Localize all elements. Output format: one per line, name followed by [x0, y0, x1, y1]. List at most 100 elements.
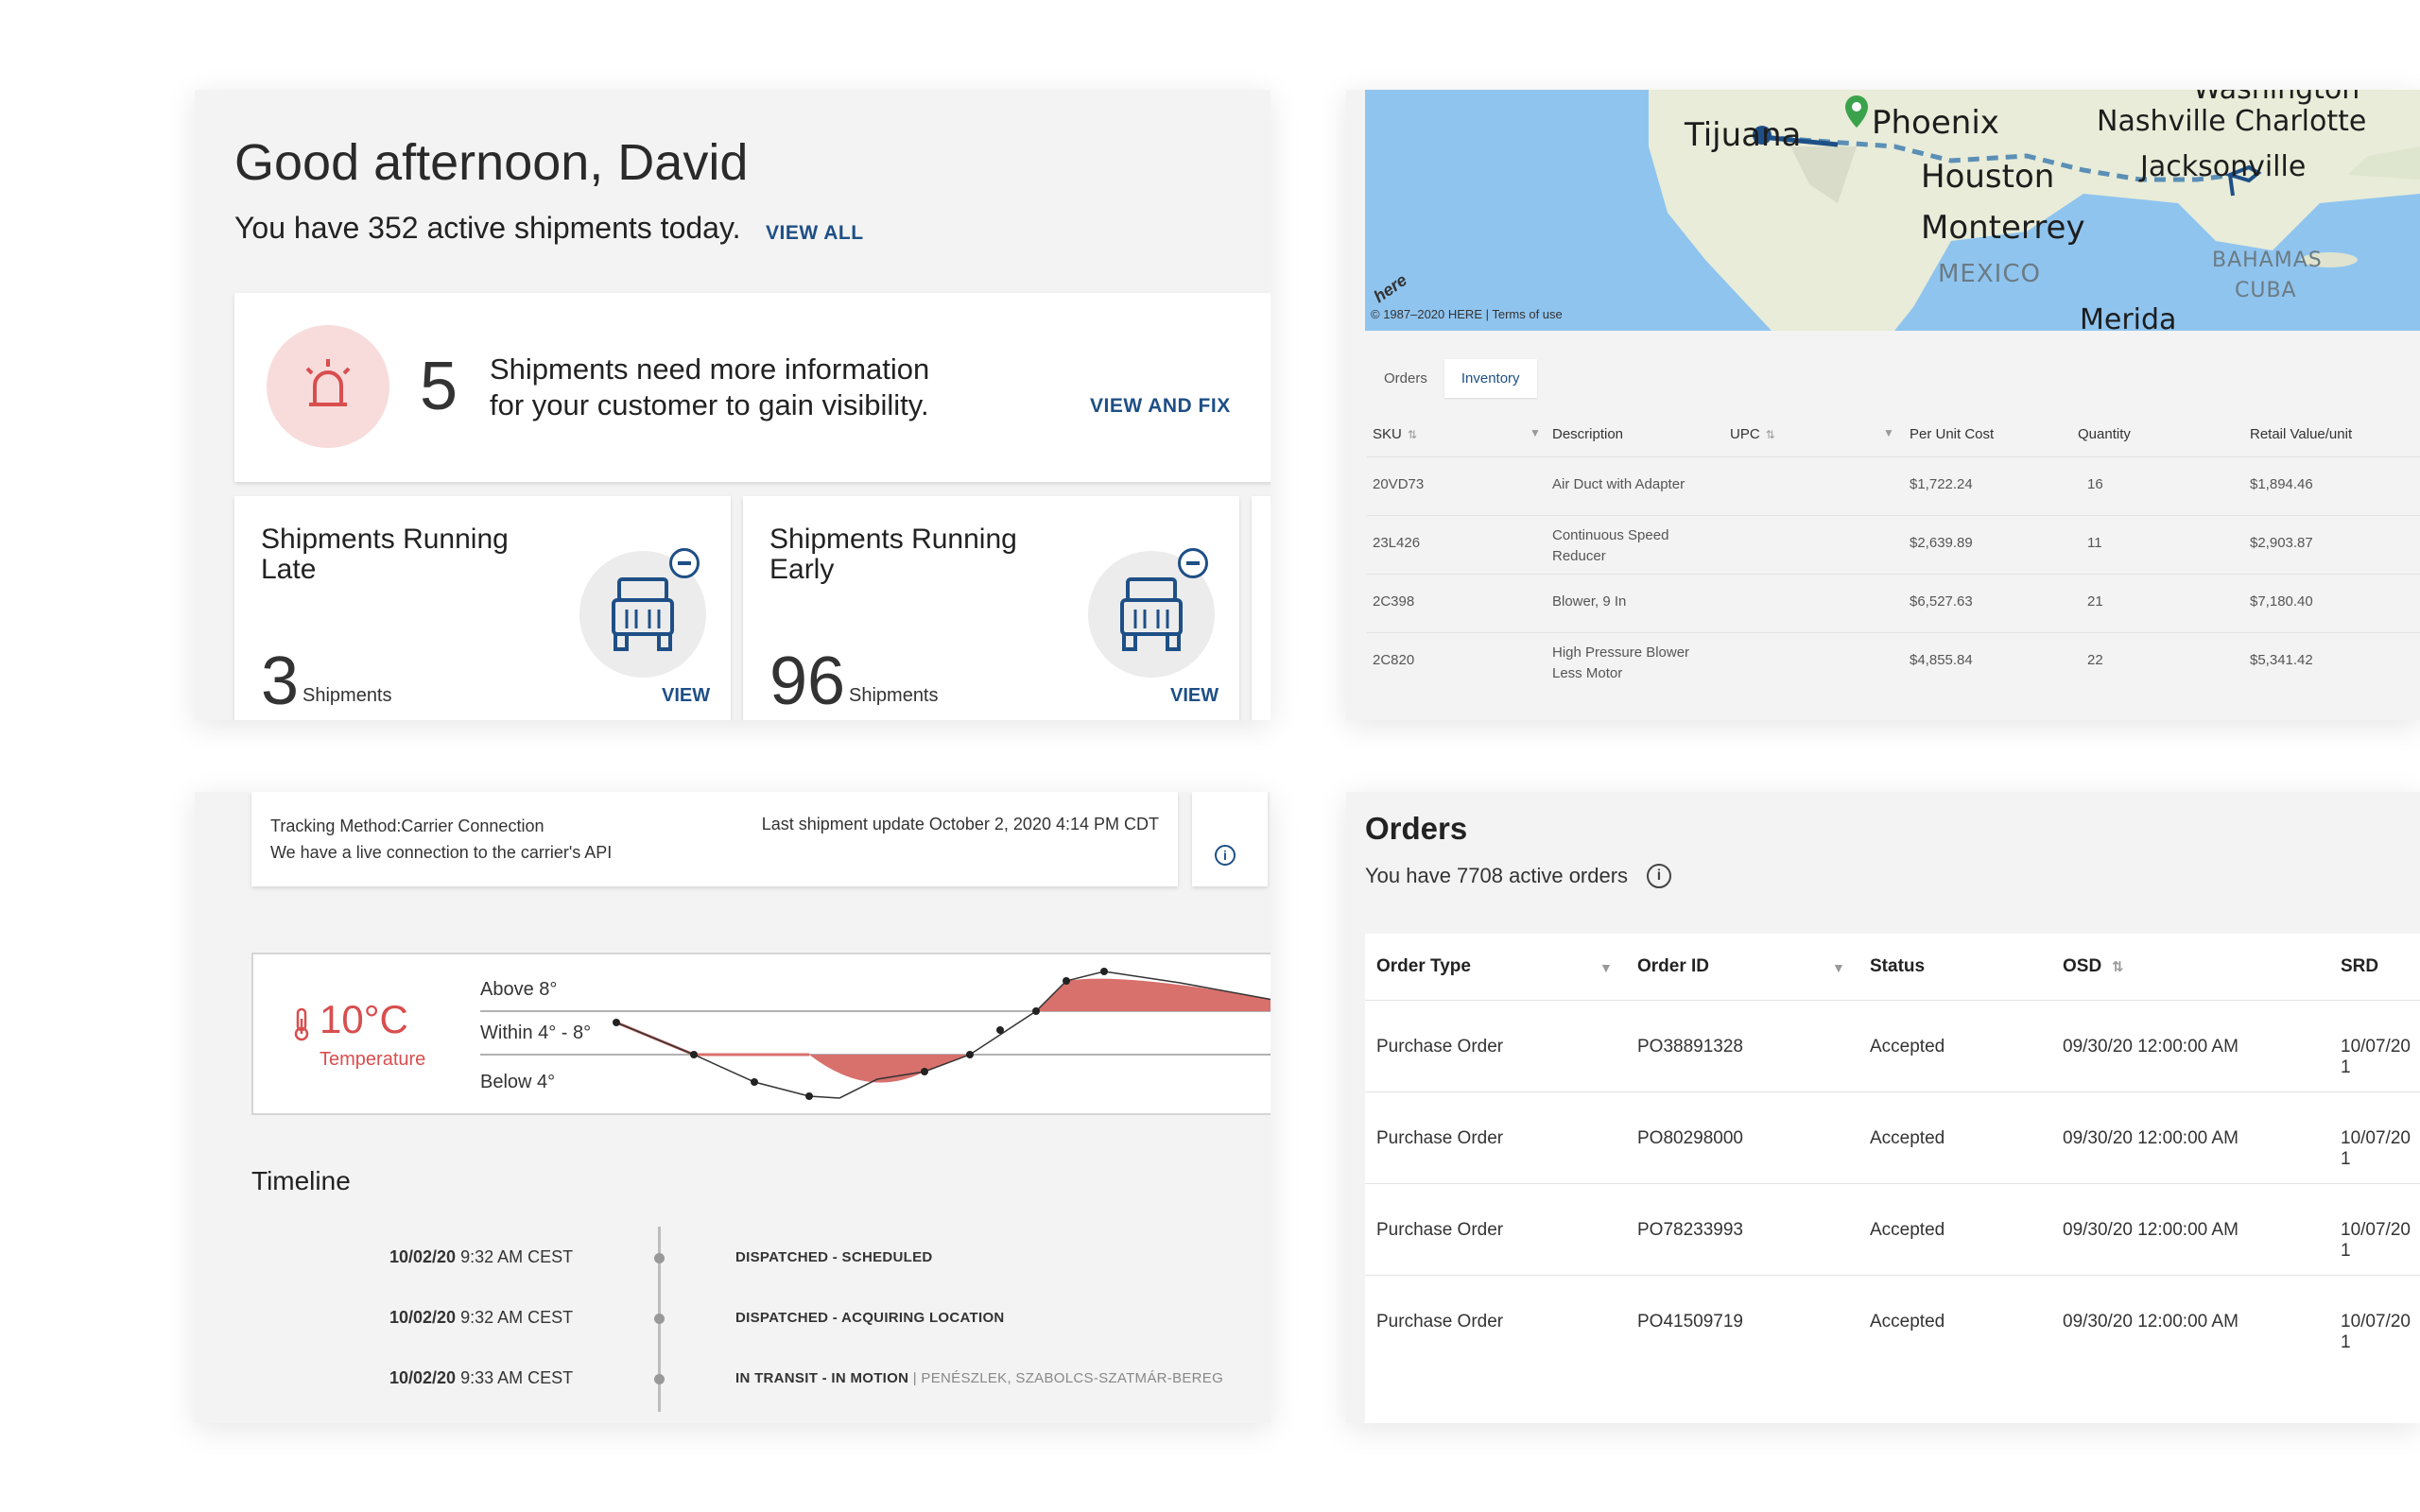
table-row[interactable]: Purchase Order PO78233993 Accepted 09/30…: [1365, 1183, 2420, 1275]
col-description: Description: [1552, 426, 1624, 442]
cell-sku: 2C820: [1373, 652, 1415, 668]
table-row[interactable]: Purchase Order PO41509719 Accepted 09/30…: [1365, 1275, 2420, 1366]
temperature-chart: [480, 968, 1270, 1100]
filter-icon[interactable]: ▼: [1883, 426, 1894, 439]
alert-icon-badge: [267, 325, 389, 448]
cell-description-line1: Continuous Speed: [1552, 527, 1669, 543]
cell-quantity: 22: [2087, 652, 2103, 668]
event-date: 10/02/20: [389, 1247, 457, 1266]
view-and-fix-link[interactable]: VIEW AND FIX: [1090, 395, 1231, 417]
cell-status: Accepted: [1870, 1312, 1945, 1332]
cell-order-type: Purchase Order: [1376, 1128, 1504, 1148]
map-label-houston: Houston: [1921, 158, 2055, 196]
orders-summary: You have 7708 active orders: [1365, 864, 1629, 887]
sort-icon[interactable]: ⇅: [1765, 428, 1775, 441]
info-icon[interactable]: i: [1647, 864, 1671, 888]
tracking-method-card: Tracking Method:Carrier Connection We ha…: [251, 792, 1178, 886]
card-title-line2: Early: [769, 554, 835, 585]
col-sku[interactable]: SKU ⇅: [1373, 426, 1417, 442]
cell-srd: 10/07/20 1: [2341, 1312, 2411, 1352]
route-map[interactable]: Tijuana Phoenix Nashville Charlotte Hous…: [1365, 90, 2420, 331]
tracking-panel: Tracking Method:Carrier Connection We ha…: [195, 792, 1270, 1423]
table-row[interactable]: Purchase Order PO80298000 Accepted 09/30…: [1365, 1091, 2420, 1183]
timeline-title: Timeline: [251, 1166, 351, 1195]
view-late-link[interactable]: VIEW: [662, 685, 711, 706]
event-status: IN TRANSIT - IN MOTION | PENÉSZLEK, SZAB…: [735, 1370, 1223, 1386]
timeline-dot: [654, 1374, 665, 1384]
event-time: 9:32 AM CEST: [460, 1247, 574, 1266]
cell-retail: $1,894.46: [2250, 476, 2313, 492]
col-upc[interactable]: UPC ⇅: [1730, 426, 1775, 442]
table-row[interactable]: 2C398 Blower, 9 In $6,527.63 21 $7,180.4…: [1367, 574, 2420, 632]
map-copyright[interactable]: © 1987–2020 HERE | Terms of use: [1371, 307, 1563, 321]
cell-description-line2: Less Motor: [1552, 665, 1623, 681]
event-status-text: IN TRANSIT - IN MOTION: [735, 1370, 909, 1386]
table-row[interactable]: 23L426 Continuous Speed Reducer $2,639.89…: [1367, 515, 2420, 574]
cell-sku: 2C398: [1373, 593, 1415, 610]
sort-icon[interactable]: ⇅: [1407, 428, 1417, 441]
table-row[interactable]: Purchase Order PO38891328 Accepted 09/30…: [1365, 1000, 2420, 1091]
table-row[interactable]: 20VD73 Air Duct with Adapter $1,722.24 1…: [1367, 456, 2420, 515]
alarm-siren-icon: [305, 359, 351, 406]
table-row[interactable]: 2C820 High Pressure Blower Less Motor $4,…: [1367, 632, 2420, 691]
view-early-link[interactable]: VIEW: [1170, 685, 1219, 706]
tab-orders[interactable]: Orders: [1384, 370, 1427, 387]
event-location: | PENÉSZLEK, SZABOLCS-SZATMÁR-BEREG: [908, 1370, 1224, 1386]
greeting-title: Good afternoon, David: [234, 134, 749, 191]
collapse-icon[interactable]: [1178, 548, 1208, 578]
map-label-merida: Merida: [2080, 303, 2177, 331]
early-unit: Shipments: [849, 685, 939, 706]
timeline-dot: [654, 1253, 665, 1263]
truck-icon: [612, 577, 674, 651]
view-all-link[interactable]: VIEW ALL: [766, 222, 864, 244]
tab-inventory[interactable]: Inventory: [1443, 359, 1537, 398]
col-sku-label: SKU: [1373, 426, 1402, 442]
filter-icon[interactable]: ▼: [1832, 960, 1845, 975]
map-label-charlotte: Charlotte: [2235, 105, 2367, 138]
cell-description: Air Duct with Adapter: [1552, 476, 1685, 492]
inventory-table: SKU ⇅ ▼ Description UPC ⇅ ▼ Per Unit Cost …: [1367, 411, 2420, 691]
truck-icon: [1120, 577, 1183, 651]
cell-quantity: 11: [2087, 535, 2102, 551]
cell-cost: $1,722.24: [1910, 476, 1973, 492]
event-date: 10/02/20: [389, 1308, 457, 1327]
cell-retail: $2,903.87: [2250, 535, 2313, 551]
col-order-id: Order ID: [1637, 956, 1710, 976]
event-datetime: 10/02/20 9:32 AM CEST: [389, 1247, 573, 1267]
cell-status: Accepted: [1870, 1128, 1945, 1148]
cell-order-type: Purchase Order: [1376, 1220, 1504, 1240]
orders-panel: Orders You have 7708 active orders i Ord…: [1346, 792, 2420, 1423]
missing-info-alert-card: 5 Shipments need more information for yo…: [234, 293, 1270, 482]
tracking-method: Tracking Method:Carrier Connection: [270, 816, 544, 835]
next-card-peek: [1252, 496, 1270, 720]
filter-icon[interactable]: ▼: [1530, 426, 1541, 439]
event-time: 9:33 AM CEST: [460, 1368, 574, 1387]
active-shipments-summary: You have 352 active shipments today.: [234, 211, 741, 245]
filter-icon[interactable]: ▼: [1599, 960, 1613, 975]
thermometer-icon: [294, 1007, 309, 1041]
map-land-shapes: [1649, 90, 2420, 331]
map-label-nashville: Nashville: [2097, 105, 2226, 138]
temperature-value: 10°C: [320, 997, 408, 1041]
map-label-monterrey: Monterrey: [1921, 209, 2085, 247]
cell-description: Continuous Speed Reducer: [1552, 525, 1713, 567]
col-status: Status: [1870, 956, 1926, 976]
event-date: 10/02/20: [389, 1368, 457, 1387]
late-shipments-card[interactable]: Shipments Running Late 3 Shipments VIEW: [234, 496, 731, 720]
cell-osd: 09/30/20 12:00:00 AM: [2063, 1312, 2238, 1332]
map-label-washington: Washington: [2193, 90, 2360, 106]
cell-retail: $5,341.42: [2250, 652, 2313, 668]
card-title: Shipments Running Early: [769, 524, 1053, 585]
alert-count: 5: [420, 349, 458, 424]
early-shipments-card[interactable]: Shipments Running Early 96 Shipments VIE…: [743, 496, 1239, 720]
timeline-dot: [654, 1314, 665, 1324]
inventory-tabs: Orders Inventory: [1367, 359, 1537, 398]
cell-sku: 23L426: [1373, 535, 1421, 551]
collapse-icon[interactable]: [669, 548, 700, 578]
cell-cost: $6,527.63: [1910, 593, 1973, 610]
sort-icon[interactable]: ⇅: [2112, 959, 2124, 975]
late-unit: Shipments: [302, 685, 392, 706]
tracking-info-card: i: [1192, 792, 1268, 886]
info-icon[interactable]: i: [1215, 845, 1236, 866]
event-status: DISPATCHED - ACQUIRING LOCATION: [735, 1310, 1005, 1326]
